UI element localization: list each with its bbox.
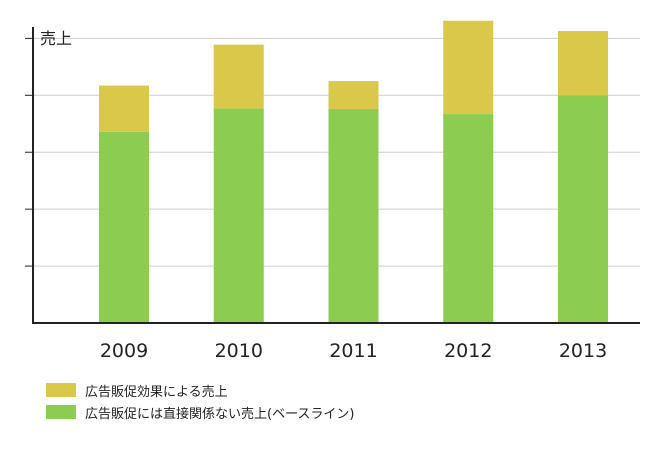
legend-item-promo: 広告販促効果による売上 [46, 380, 355, 400]
legend-swatch-promo [46, 383, 76, 397]
x-tick-label: 2011 [329, 340, 377, 362]
bar-baseline-2009 [99, 131, 149, 323]
x-tick-label: 2013 [559, 340, 607, 362]
x-tick-label: 2009 [100, 340, 148, 362]
x-tick-labels: 2009 2010 2011 2012 2013 [100, 340, 607, 362]
bar-promo-2009 [99, 85, 149, 132]
legend-swatch-baseline [46, 405, 76, 419]
bar-baseline-2011 [328, 108, 379, 323]
legend-label-baseline: 広告販促には直接関係ない売上(ベースライン) [85, 406, 355, 422]
x-tick-label: 2010 [215, 340, 263, 362]
bar-promo-2013 [558, 30, 608, 96]
bar-promo-2011 [328, 81, 379, 109]
x-tick-label: 2012 [444, 340, 492, 362]
bar-promo-2012 [443, 20, 494, 115]
bar-baseline-2010 [213, 108, 264, 324]
bars [99, 20, 608, 324]
bar-baseline-2012 [443, 114, 494, 323]
bar-promo-2010 [213, 44, 264, 109]
bar-baseline-2013 [558, 95, 608, 323]
y-axis-label: 売上 [40, 29, 72, 48]
legend-item-baseline: 広告販促には直接関係ない売上(ベースライン) [46, 402, 355, 422]
legend: 広告販促効果による売上 広告販促には直接関係ない売上(ベースライン) [46, 380, 355, 424]
legend-label-promo: 広告販促効果による売上 [85, 384, 228, 400]
